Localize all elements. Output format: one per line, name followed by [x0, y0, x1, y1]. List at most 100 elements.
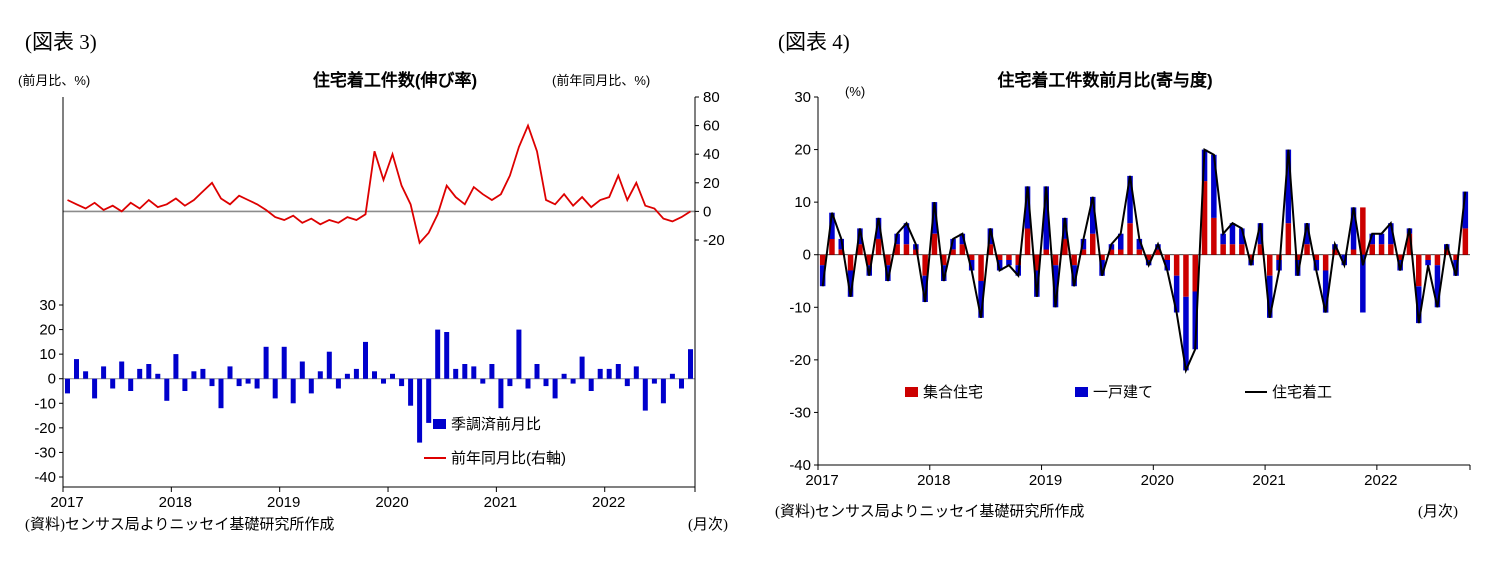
tick-label: 2018	[917, 472, 950, 489]
stacked-bar-segment	[1416, 286, 1422, 324]
stacked-bar-segment	[857, 244, 863, 255]
bar	[92, 378, 98, 399]
stacked-bar-segment	[1099, 254, 1105, 260]
stacked-bar-segment	[913, 249, 919, 255]
stacked-bar-segment	[819, 254, 826, 266]
tick-label: 2018	[159, 494, 192, 511]
stacked-bar-segment	[1052, 265, 1059, 308]
stacked-bar-segment	[1369, 233, 1375, 245]
stacked-bar-segment	[1434, 265, 1441, 308]
bar	[218, 378, 224, 409]
bar	[191, 371, 197, 379]
stacked-bar-segment	[838, 249, 844, 255]
stacked-bar-segment	[1239, 228, 1245, 245]
bar	[173, 354, 179, 379]
stacked-bar-segment	[1444, 249, 1450, 255]
stacked-bar-segment	[829, 212, 835, 239]
fig4-frequency-note: (月次)	[1418, 504, 1458, 520]
bar	[498, 378, 504, 409]
stacked-bar-segment	[978, 254, 984, 281]
stacked-bar-segment	[1388, 244, 1394, 255]
bar	[642, 378, 648, 411]
bar	[408, 378, 414, 406]
bar	[462, 364, 468, 379]
fig3-title: 住宅着工件数(伸び率)	[312, 71, 478, 90]
bar	[453, 368, 459, 379]
tick-label: 2022	[1364, 472, 1397, 489]
stacked-bar-segment	[1416, 254, 1422, 287]
tick-label: 80	[703, 89, 720, 106]
stacked-bar-segment	[1173, 254, 1180, 276]
fig3-bar-legend-swatch	[433, 418, 446, 429]
stacked-bar-segment	[987, 244, 994, 255]
bar	[624, 378, 630, 387]
stacked-bar-segment	[1127, 223, 1133, 255]
stacked-bar-segment	[1220, 233, 1226, 245]
bar	[128, 378, 134, 391]
fig3-source-note: (資料)センサス局よりニッセイ基礎研究所作成	[25, 517, 335, 533]
stacked-bar-segment	[1453, 254, 1459, 260]
bar	[344, 373, 350, 379]
stacked-bar-segment	[1090, 196, 1096, 234]
bar	[552, 378, 558, 399]
bar	[353, 368, 359, 379]
stacked-bar-segment	[1285, 149, 1292, 224]
stacked-bar-segment	[1043, 249, 1049, 255]
bar	[308, 378, 314, 394]
fig4-stacked-bars	[819, 149, 1469, 371]
bar	[426, 378, 432, 423]
bar	[525, 378, 531, 389]
bar	[110, 378, 116, 389]
bar	[209, 378, 215, 387]
tick-label: -10	[789, 299, 811, 316]
fig3-chart: 30 20 10 0 -10 -20 -30 -40 80 60 40 20 0 -20 2017 2018 2…	[34, 89, 725, 511]
stacked-bar-segment	[1322, 270, 1329, 313]
stacked-bar-segment	[1378, 233, 1385, 245]
stacked-bar-segment	[1201, 181, 1208, 255]
stacked-bar-segment	[941, 254, 947, 266]
stacked-bar-segment	[968, 254, 975, 260]
stacked-bar-segment	[1285, 223, 1292, 255]
stacked-bar-segment	[1024, 186, 1031, 229]
bar	[606, 368, 612, 379]
fig4-total-line-swatch	[1245, 390, 1268, 393]
stacked-bar-segment	[1406, 233, 1413, 255]
stacked-bar-segment	[1229, 244, 1236, 255]
bar	[281, 346, 287, 379]
stacked-bar-segment	[1425, 254, 1431, 260]
stacked-bar-segment	[1313, 254, 1320, 260]
fig3-line-legend-swatch	[424, 456, 446, 459]
fig4-total-label: 住宅着工	[1272, 384, 1333, 401]
stacked-bar-segment	[1434, 254, 1441, 266]
bar	[272, 378, 278, 399]
stacked-bar-segment	[1350, 249, 1357, 255]
bar	[101, 366, 107, 379]
stacked-bar-segment	[1015, 254, 1021, 266]
stacked-bar-segment	[922, 275, 928, 302]
stacked-bar-segment	[829, 238, 835, 255]
bar	[363, 341, 368, 379]
stacked-bar-segment	[1462, 228, 1469, 255]
tick-label: 2019	[267, 494, 300, 511]
tick-label: 30	[794, 89, 811, 106]
stacked-bar-segment	[1304, 244, 1310, 255]
tick-label: 2019	[1029, 472, 1062, 489]
fig3-bar-legend-label: 季調済前月比	[451, 416, 542, 433]
stacked-bar-segment	[885, 254, 891, 266]
bar	[335, 378, 341, 389]
fig4-legend-total: 住宅着工	[1245, 381, 1332, 402]
tick-label: -20	[703, 232, 725, 249]
tick-label: 2021	[484, 494, 517, 511]
stacked-bar-segment	[1220, 244, 1226, 255]
stacked-bar-segment	[1136, 249, 1143, 255]
stacked-bar-segment	[1229, 223, 1236, 245]
tick-label: 2020	[1141, 472, 1174, 489]
tick-label: 60	[703, 118, 720, 135]
tick-label: 20	[794, 142, 811, 159]
stacked-bar-segment	[1248, 254, 1254, 260]
stacked-bar-segment	[819, 265, 826, 287]
tick-label: 10	[794, 194, 811, 211]
